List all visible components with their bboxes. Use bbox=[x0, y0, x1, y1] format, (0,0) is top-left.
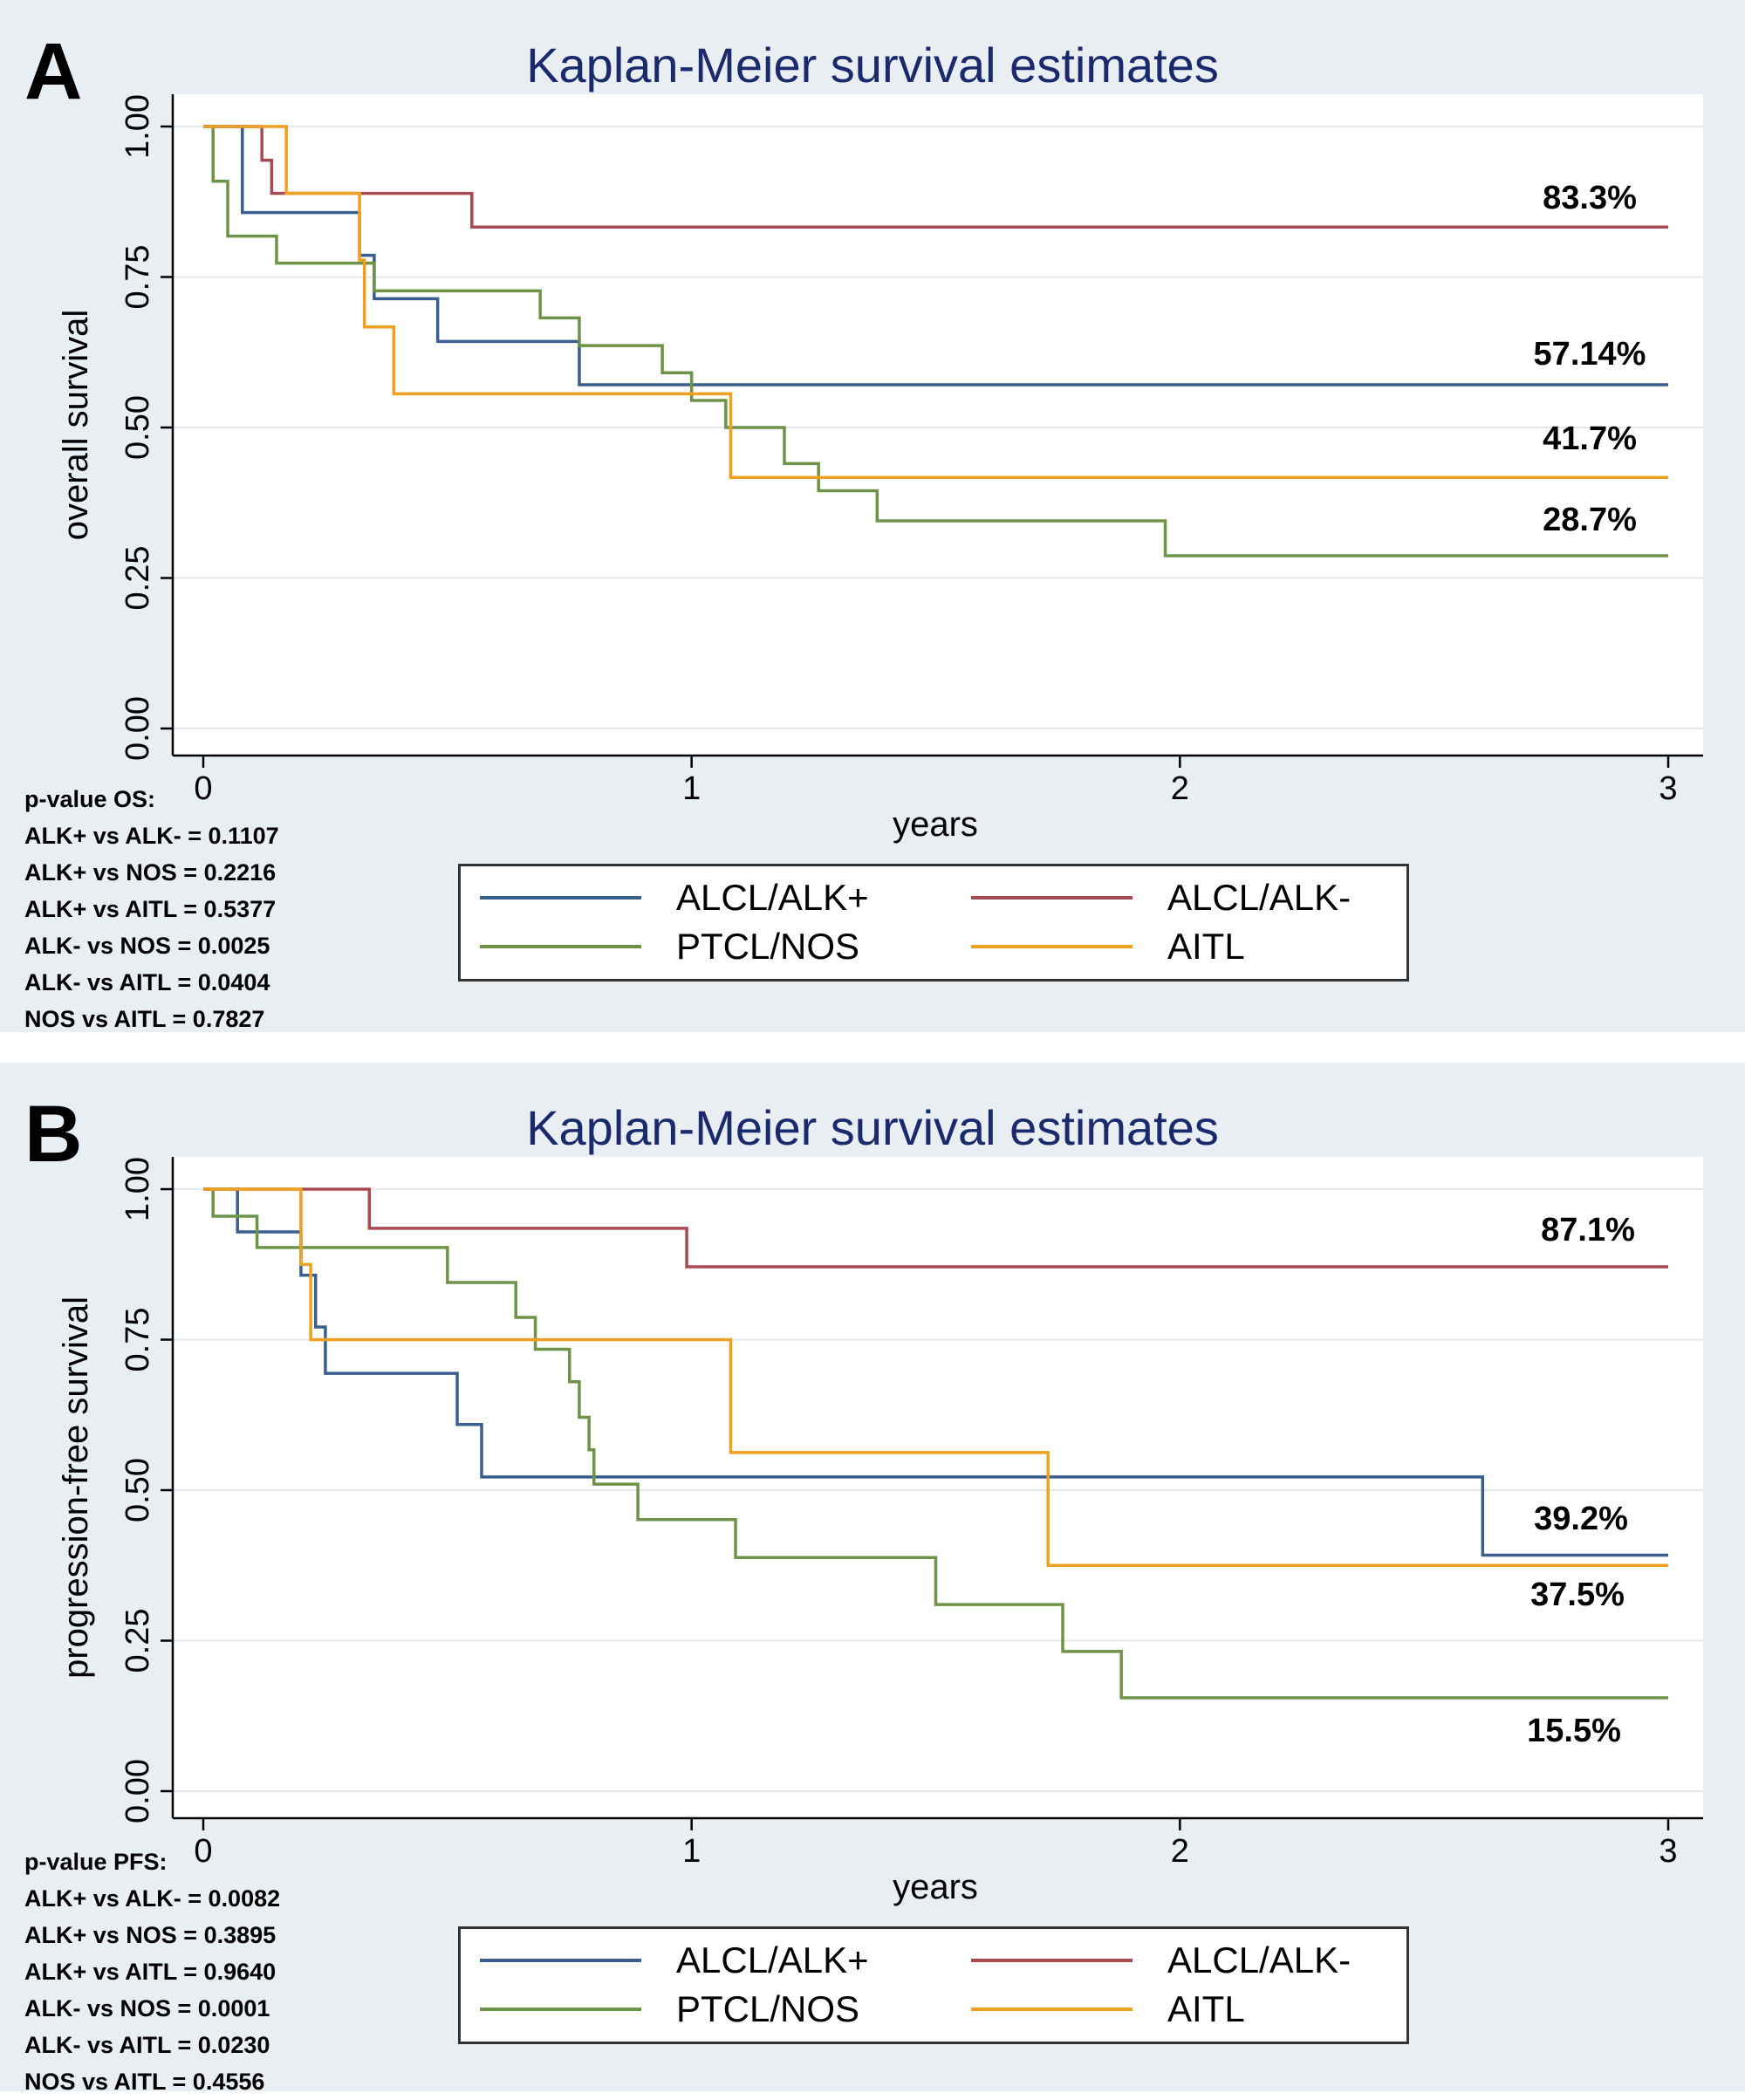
legend-label: PTCL/NOS bbox=[676, 926, 860, 967]
survival-annotation: 28.7% bbox=[1543, 502, 1637, 538]
pvalue-line: ALK- vs NOS = 0.0025 bbox=[24, 933, 270, 959]
y-tick-label: 0.75 bbox=[120, 1308, 156, 1372]
y-tick-label: 0.00 bbox=[120, 696, 156, 761]
legend-label: AITL bbox=[1167, 926, 1245, 967]
legend-label: PTCL/NOS bbox=[676, 1988, 860, 2029]
y-tick-label: 0.50 bbox=[120, 1458, 156, 1522]
panel-label-a: A bbox=[24, 27, 83, 116]
km-curve-aitl bbox=[203, 1187, 1668, 1567]
x-axis-label: years bbox=[893, 1868, 978, 1906]
y-tick-label: 0.00 bbox=[120, 1759, 156, 1823]
pvalue-line: NOS vs AITL = 0.4556 bbox=[24, 2069, 265, 2095]
y-tick-label: 0.25 bbox=[120, 1609, 156, 1673]
x-axis-label: years bbox=[893, 805, 978, 844]
survival-annotation: 41.7% bbox=[1543, 421, 1637, 457]
y-tick-label: 0.75 bbox=[120, 245, 156, 310]
x-tick-label: 0 bbox=[194, 770, 212, 807]
legend-label: ALCL/ALK- bbox=[1167, 877, 1352, 918]
survival-annotation: 83.3% bbox=[1543, 180, 1637, 216]
legend-item-aitl: AITL bbox=[971, 1987, 1245, 2032]
legend-item-alcl-alk-pos: ALCL/ALK+ bbox=[480, 875, 869, 920]
legend-a: ALCL/ALK+ ALCL/ALK- PTCL/NOS AITL bbox=[458, 864, 1409, 982]
pvalue-line: ALK+ vs NOS = 0.3895 bbox=[24, 1922, 277, 1948]
legend-swatch bbox=[480, 896, 641, 900]
pvalue-line: ALK- vs AITL = 0.0230 bbox=[24, 2032, 270, 2058]
legend-item-alcl-alk-neg: ALCL/ALK- bbox=[971, 1938, 1351, 1983]
km-curve-alcl-alk- bbox=[203, 1187, 1668, 1557]
pvalue-line: ALK+ vs AITL = 0.5377 bbox=[24, 896, 277, 922]
legend-label: AITL bbox=[1167, 1988, 1245, 2029]
x-tick-label: 2 bbox=[1171, 770, 1189, 807]
y-tick-label: 1.00 bbox=[120, 1157, 156, 1221]
plot-area bbox=[173, 94, 1703, 756]
panel-a: 0.00 0.25 0.50 0.75 1.00 0 1 2 3 years overall sur… bbox=[0, 0, 1745, 1032]
pvalue-header: p-value OS: bbox=[24, 786, 156, 812]
km-curve-ptcl-nos bbox=[203, 125, 1668, 557]
km-plot-a: 0.00 0.25 0.50 0.75 1.00 0 1 2 3 years overall sur… bbox=[57, 94, 1703, 844]
legend-item-alcl-alk-pos: ALCL/ALK+ bbox=[480, 1938, 869, 1983]
y-tick-label: 0.50 bbox=[120, 395, 156, 460]
legend-label: ALCL/ALK+ bbox=[676, 1939, 869, 1980]
km-curve-ptcl-nos bbox=[203, 1187, 1668, 1700]
km-curve-alcl-alk- bbox=[203, 125, 1668, 229]
y-axis-label: overall survival bbox=[57, 310, 95, 541]
x-tick-label: 1 bbox=[682, 1833, 701, 1870]
pvalue-list-b: p-value PFS: ALK+ vs ALK- = 0.0082 ALK+ … bbox=[24, 1843, 280, 2100]
km-curve-aitl bbox=[203, 125, 1668, 480]
x-tick-label: 3 bbox=[1659, 770, 1677, 807]
legend-swatch bbox=[971, 945, 1133, 948]
legend-item-aitl: AITL bbox=[971, 924, 1245, 969]
legend-swatch bbox=[480, 2008, 641, 2011]
y-axis-label: progression-free survival bbox=[57, 1296, 95, 1679]
pvalue-list-a: p-value OS: ALK+ vs ALK- = 0.1107 ALK+ v… bbox=[24, 781, 279, 1037]
survival-annotation: 57.14% bbox=[1534, 336, 1646, 373]
panel-label-b: B bbox=[24, 1090, 83, 1179]
legend-swatch bbox=[480, 945, 641, 948]
x-tick-label: 3 bbox=[1659, 1833, 1677, 1870]
pvalue-line: ALK+ vs ALK- = 0.0082 bbox=[24, 1885, 281, 1912]
y-tick-label: 1.00 bbox=[120, 94, 156, 159]
survival-annotation: 39.2% bbox=[1534, 1501, 1628, 1537]
pvalue-line: ALK+ vs NOS = 0.2216 bbox=[24, 859, 277, 886]
chart-title-a: Kaplan-Meier survival estimates bbox=[526, 38, 1219, 92]
pvalue-line: ALK- vs NOS = 0.0001 bbox=[24, 1995, 270, 2021]
x-tick-label: 0 bbox=[194, 1833, 212, 1870]
plot-area bbox=[173, 1157, 1703, 1818]
pvalue-header: p-value PFS: bbox=[24, 1849, 168, 1875]
panel-b: 0.00 0.25 0.50 0.75 1.00 0 1 2 3 years progression… bbox=[0, 1063, 1745, 2095]
pvalue-line: NOS vs AITL = 0.7827 bbox=[24, 1006, 265, 1032]
survival-annotation: 15.5% bbox=[1527, 1713, 1621, 1749]
km-curve-alcl-alk- bbox=[203, 1187, 1668, 1269]
legend-swatch bbox=[480, 1959, 641, 1962]
survival-annotation: 87.1% bbox=[1541, 1212, 1635, 1248]
legend-item-ptcl-nos: PTCL/NOS bbox=[480, 1987, 859, 2032]
legend-b: ALCL/ALK+ ALCL/ALK- PTCL/NOS AITL bbox=[458, 1926, 1409, 2044]
legend-item-ptcl-nos: PTCL/NOS bbox=[480, 924, 859, 969]
legend-label: ALCL/ALK- bbox=[1167, 1939, 1352, 1980]
pvalue-line: ALK- vs AITL = 0.0404 bbox=[24, 969, 270, 995]
x-tick-label: 2 bbox=[1171, 1833, 1189, 1870]
y-tick-label: 0.25 bbox=[120, 546, 156, 611]
x-tick-label: 1 bbox=[682, 770, 701, 807]
legend-swatch bbox=[971, 896, 1133, 900]
legend-swatch bbox=[971, 2008, 1133, 2011]
chart-title-b: Kaplan-Meier survival estimates bbox=[526, 1100, 1219, 1155]
survival-annotation: 37.5% bbox=[1530, 1577, 1625, 1613]
km-plot-b: 0.00 0.25 0.50 0.75 1.00 0 1 2 3 years progression… bbox=[57, 1157, 1703, 1906]
pvalue-line: ALK+ vs ALK- = 0.1107 bbox=[24, 823, 279, 849]
pvalue-line: ALK+ vs AITL = 0.9640 bbox=[24, 1959, 277, 1985]
legend-swatch bbox=[971, 1959, 1133, 1962]
legend-item-alcl-alk-neg: ALCL/ALK- bbox=[971, 875, 1351, 920]
legend-label: ALCL/ALK+ bbox=[676, 877, 869, 918]
